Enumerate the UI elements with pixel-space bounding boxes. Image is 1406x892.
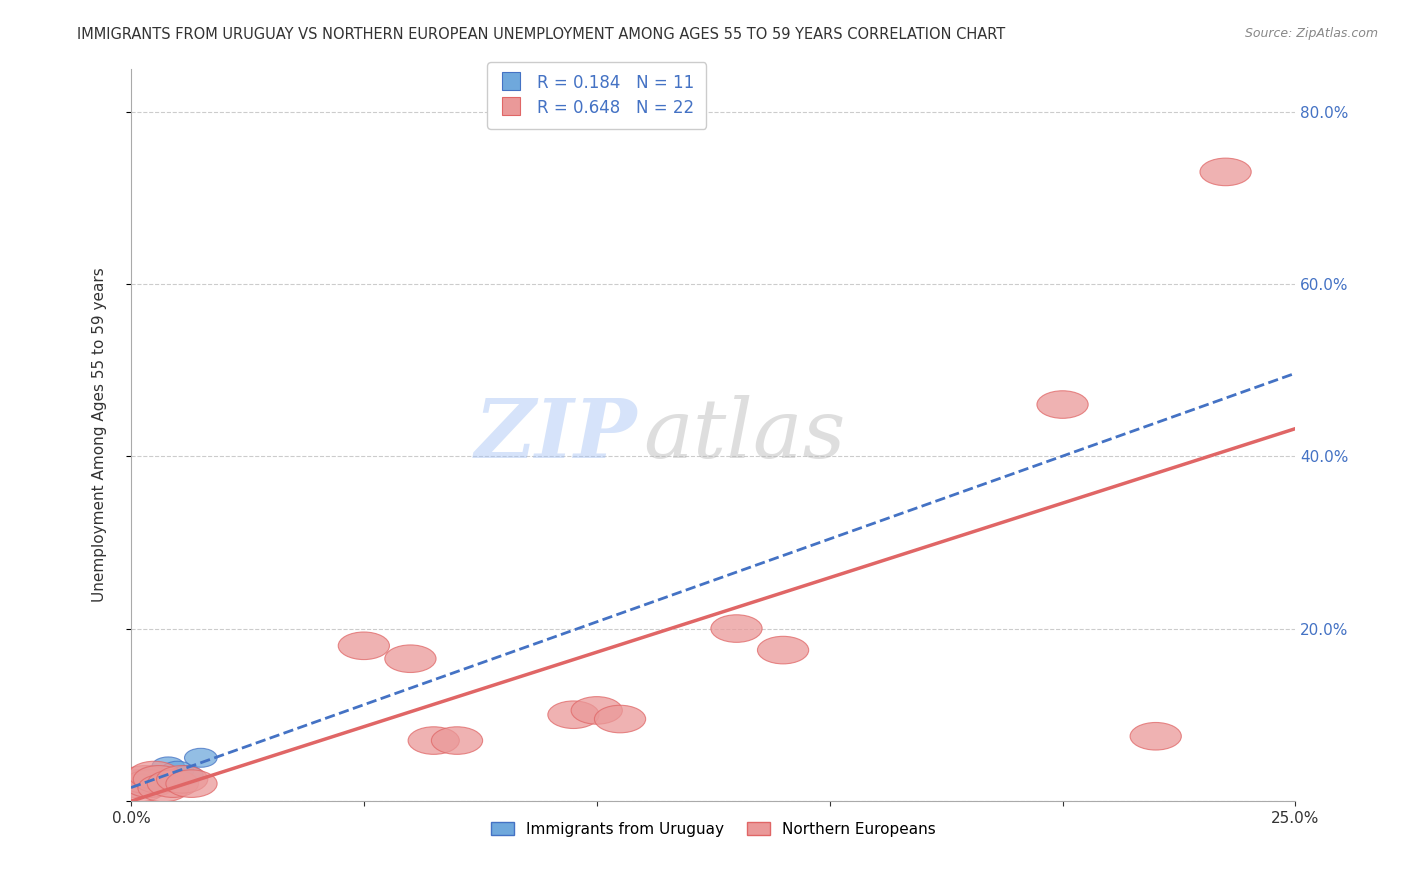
Legend: Immigrants from Uruguay, Northern Europeans: Immigrants from Uruguay, Northern Europe… <box>484 814 943 845</box>
Ellipse shape <box>595 706 645 733</box>
Ellipse shape <box>148 770 180 789</box>
Ellipse shape <box>170 765 202 784</box>
Ellipse shape <box>152 757 184 776</box>
Y-axis label: Unemployment Among Ages 55 to 59 years: Unemployment Among Ages 55 to 59 years <box>93 268 107 602</box>
Ellipse shape <box>711 615 762 642</box>
Ellipse shape <box>1199 158 1251 186</box>
Text: atlas: atlas <box>644 394 845 475</box>
Ellipse shape <box>120 774 152 793</box>
Ellipse shape <box>166 770 217 797</box>
Ellipse shape <box>339 632 389 659</box>
Ellipse shape <box>124 770 156 789</box>
Ellipse shape <box>124 770 176 797</box>
Ellipse shape <box>1038 391 1088 418</box>
Ellipse shape <box>138 774 190 802</box>
Ellipse shape <box>758 636 808 664</box>
Ellipse shape <box>110 770 162 797</box>
Text: ZIP: ZIP <box>475 394 637 475</box>
Ellipse shape <box>571 697 623 724</box>
Ellipse shape <box>120 765 170 793</box>
Ellipse shape <box>138 765 170 784</box>
Ellipse shape <box>548 701 599 729</box>
Ellipse shape <box>142 774 176 793</box>
Text: Source: ZipAtlas.com: Source: ZipAtlas.com <box>1244 27 1378 40</box>
Ellipse shape <box>148 770 198 797</box>
Ellipse shape <box>128 779 162 797</box>
Ellipse shape <box>385 645 436 673</box>
Ellipse shape <box>115 774 166 802</box>
Text: IMMIGRANTS FROM URUGUAY VS NORTHERN EUROPEAN UNEMPLOYMENT AMONG AGES 55 TO 59 YE: IMMIGRANTS FROM URUGUAY VS NORTHERN EURO… <box>77 27 1005 42</box>
Ellipse shape <box>1130 723 1181 750</box>
Ellipse shape <box>162 761 194 780</box>
Ellipse shape <box>156 765 208 793</box>
Ellipse shape <box>134 765 184 793</box>
Ellipse shape <box>408 727 460 755</box>
Ellipse shape <box>128 761 180 789</box>
Ellipse shape <box>184 748 217 767</box>
Ellipse shape <box>134 774 166 793</box>
Ellipse shape <box>432 727 482 755</box>
